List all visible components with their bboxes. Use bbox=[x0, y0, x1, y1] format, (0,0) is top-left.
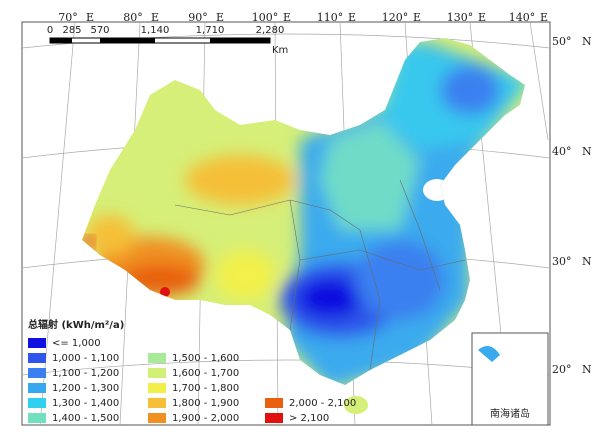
scale-bar bbox=[49, 37, 271, 44]
scale-bar-label: 1,710 bbox=[196, 25, 225, 36]
longitude-label: 100° bbox=[252, 11, 279, 24]
longitude-label: 70° bbox=[58, 11, 78, 24]
legend-swatch bbox=[28, 398, 46, 408]
latitude-label: 20° bbox=[552, 363, 572, 376]
longitude-label: 140° bbox=[509, 11, 536, 24]
scale-bar-label: 1,140 bbox=[141, 25, 170, 36]
longitude-label: 110° bbox=[317, 11, 344, 24]
scale-bar-label: 0 bbox=[47, 25, 53, 36]
legend-label: 1,900 - 2,000 bbox=[172, 413, 239, 424]
longitude-hemisphere: E bbox=[348, 11, 356, 24]
legend-label: > 2,100 bbox=[289, 413, 329, 424]
longitude-hemisphere: E bbox=[540, 11, 548, 24]
inset-label: 南海诸岛 bbox=[490, 407, 530, 420]
legend-swatch bbox=[28, 353, 46, 363]
longitude-hemisphere: E bbox=[151, 11, 159, 24]
legend-swatch bbox=[148, 398, 166, 408]
scale-bar-segment bbox=[50, 38, 72, 43]
legend-swatch bbox=[148, 383, 166, 393]
latitude-hemisphere: N bbox=[582, 363, 592, 376]
province-borders bbox=[174, 179, 466, 371]
scale-bar-label: 570 bbox=[90, 25, 109, 36]
legend-label: <= 1,000 bbox=[52, 338, 101, 349]
scale-bar-segment bbox=[100, 38, 155, 43]
legend-swatch bbox=[265, 413, 283, 423]
longitude-label: 90° bbox=[188, 11, 208, 24]
longitude-label: 130° bbox=[447, 11, 474, 24]
latitude-label: 40° bbox=[552, 145, 572, 158]
latitude-hemisphere: N bbox=[582, 145, 592, 158]
longitude-label: 80° bbox=[123, 11, 143, 24]
longitude-label: 120° bbox=[382, 11, 409, 24]
legend-swatch bbox=[148, 353, 166, 363]
legend-swatch bbox=[265, 398, 283, 408]
scale-bar-unit: Km bbox=[272, 45, 288, 56]
legend-label: 1,100 - 1,200 bbox=[52, 368, 119, 379]
legend-label: 1,400 - 1,500 bbox=[52, 413, 119, 424]
latitude-hemisphere: N bbox=[582, 35, 592, 48]
legend-swatch bbox=[28, 368, 46, 378]
legend-swatch bbox=[28, 383, 46, 393]
longitude-hemisphere: E bbox=[216, 11, 224, 24]
legend-label: 1,300 - 1,400 bbox=[52, 398, 119, 409]
legend-swatch bbox=[28, 413, 46, 423]
scale-bar-segment bbox=[210, 38, 270, 43]
inset-land bbox=[478, 346, 500, 362]
longitude-hemisphere: E bbox=[413, 11, 421, 24]
legend-label: 1,000 - 1,100 bbox=[52, 353, 119, 364]
legend-label: 1,200 - 1,300 bbox=[52, 383, 119, 394]
legend-label: 1,800 - 1,900 bbox=[172, 398, 239, 409]
longitude-hemisphere: E bbox=[478, 11, 486, 24]
latitude-label: 50° bbox=[552, 35, 572, 48]
legend-label: 2,000 - 2,100 bbox=[289, 398, 356, 409]
latitude-hemisphere: N bbox=[582, 255, 592, 268]
legend-label: 1,700 - 1,800 bbox=[172, 383, 239, 394]
latitude-label: 30° bbox=[552, 255, 572, 268]
longitude-hemisphere: E bbox=[86, 11, 94, 24]
legend-swatch bbox=[28, 338, 46, 348]
scale-bar-label: 285 bbox=[62, 25, 81, 36]
legend-swatch bbox=[148, 368, 166, 378]
longitude-hemisphere: E bbox=[283, 11, 291, 24]
legend-label: 1,500 - 1,600 bbox=[172, 353, 239, 364]
legend-title: 总辐射 (kWh/m²/a) bbox=[28, 318, 124, 331]
legend-swatch bbox=[148, 413, 166, 423]
legend-label: 1,600 - 1,700 bbox=[172, 368, 239, 379]
scale-bar-label: 2,280 bbox=[256, 25, 285, 36]
